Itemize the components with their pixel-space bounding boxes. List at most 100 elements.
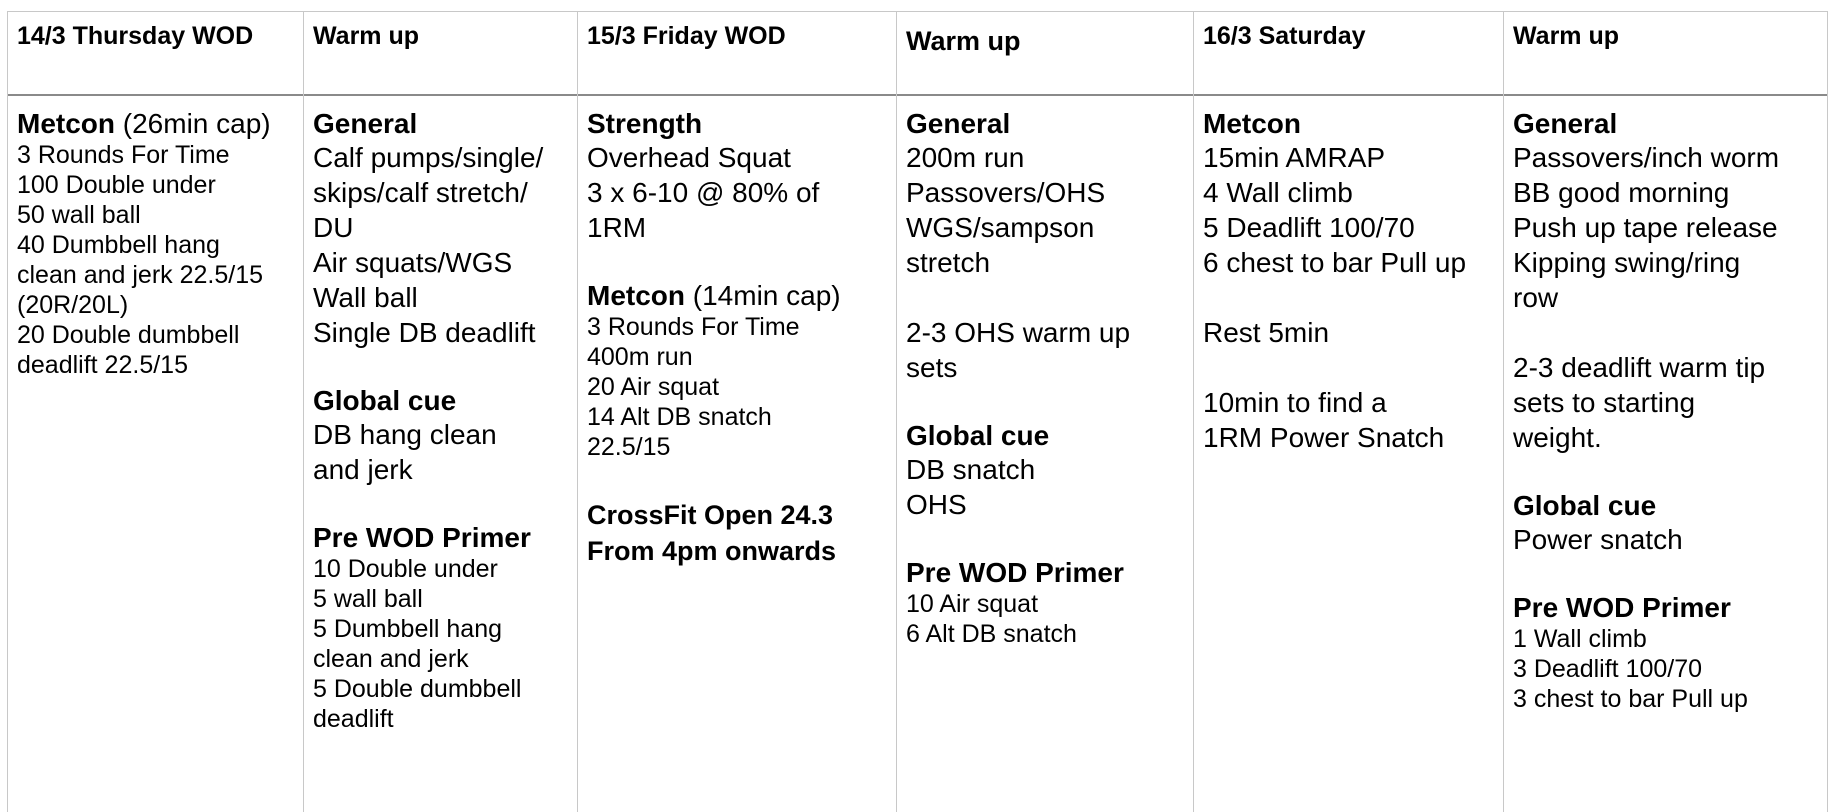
exercise-line: Wall ball bbox=[313, 282, 418, 313]
section-heading: General bbox=[313, 108, 577, 140]
section-title: General bbox=[1513, 108, 1618, 139]
exercise-line: weight. bbox=[1513, 422, 1602, 453]
section-heading: Pre WOD Primer bbox=[313, 522, 577, 554]
workout-section: Pre WOD Primer 1 Wall climb 3 Deadlift 100… bbox=[1513, 592, 1827, 714]
exercise-line: 400m run bbox=[587, 343, 693, 371]
exercise-line: Power snatch bbox=[1513, 524, 1683, 555]
exercise-line: Single DB deadlift bbox=[313, 317, 536, 348]
exercise-line: 15min AMRAP bbox=[1203, 142, 1386, 173]
exercise-line: 5 Double dumbbell bbox=[313, 675, 522, 703]
column-body: Strength Overhead Squat 3 x 6-10 @ 80% of 1… bbox=[578, 108, 896, 604]
exercise-line: 1RM bbox=[587, 212, 647, 243]
exercise-line: 3 chest to bar Pull up bbox=[1513, 685, 1748, 713]
workout-section: General 200m run Passovers/OHS WGS/sampson s… bbox=[906, 108, 1193, 280]
exercise-line: row bbox=[1513, 282, 1559, 313]
exercise-line: 5 Dumbbell hang bbox=[313, 615, 503, 643]
section-heading: Global cue bbox=[1513, 490, 1827, 522]
section-title: Metcon bbox=[17, 108, 115, 139]
exercise-line: 2-3 deadlift warm tip bbox=[1513, 352, 1766, 383]
exercise-line: Push up tape release bbox=[1513, 212, 1778, 243]
workout-section: General Passovers/inch worm BB good mornin… bbox=[1513, 108, 1827, 315]
exercise-line: Rest 5min bbox=[1203, 317, 1330, 348]
exercise-line: WGS/sampson bbox=[906, 212, 1095, 243]
table-column: 15/3 Friday WOD Strength Overhead Squat 3 x… bbox=[578, 12, 897, 812]
section-title: Pre WOD Primer bbox=[906, 557, 1124, 588]
exercise-line: 6 chest to bar Pull up bbox=[1203, 247, 1467, 278]
section-note: (26min cap) bbox=[115, 108, 271, 139]
exercise-line: clean and jerk 22.5/15 bbox=[17, 261, 264, 289]
exercise-line: 3 x 6-10 @ 80% of bbox=[587, 177, 820, 208]
column-header: Warm up bbox=[897, 12, 1193, 96]
exercise-line: Air squats/WGS bbox=[313, 247, 513, 278]
column-header: 14/3 Thursday WOD bbox=[8, 12, 303, 96]
exercise-line: 10min to find a bbox=[1203, 387, 1387, 418]
exercise-line: 3 Rounds For Time bbox=[17, 141, 230, 169]
exercise-line: Calf pumps/single/ bbox=[313, 142, 544, 173]
section-heading: Global cue bbox=[313, 385, 577, 417]
exercise-line: Passovers/inch worm bbox=[1513, 142, 1780, 173]
column-header: Warm up bbox=[1504, 12, 1827, 96]
exercise-line: 200m run bbox=[906, 142, 1025, 173]
section-title: Strength bbox=[587, 108, 703, 139]
table-column: 16/3 Saturday Metcon 15min AMRAP 4 Wall cli… bbox=[1194, 12, 1504, 812]
exercise-line: 3 Deadlift 100/70 bbox=[1513, 655, 1703, 683]
section-title: Global cue bbox=[1513, 490, 1657, 521]
table-column: 14/3 Thursday WOD Metcon (26min cap) 3 Rou… bbox=[8, 12, 304, 812]
table-column: Warm up General Calf pumps/single/skips/ca… bbox=[304, 12, 578, 812]
workout-section: Metcon 15min AMRAP 4 Wall climb 5 Deadlift … bbox=[1203, 108, 1503, 280]
exercise-line: 50 wall ball bbox=[17, 201, 141, 229]
section-heading: Metcon (26min cap) bbox=[17, 108, 303, 140]
exercise-line: OHS bbox=[906, 489, 967, 520]
table-column: Warm up General 200m run Passovers/OHS WGS/s… bbox=[897, 12, 1194, 812]
exercise-line: DB snatch bbox=[906, 454, 1036, 485]
column-body: General Calf pumps/single/skips/calf stre… bbox=[304, 108, 577, 769]
exercise-line: Kipping swing/ring bbox=[1513, 247, 1741, 278]
workout-section: Rest 5min bbox=[1203, 315, 1503, 350]
exercise-line: 100 Double under bbox=[17, 171, 216, 199]
column-header: 16/3 Saturday bbox=[1194, 12, 1503, 96]
exercise-line: 20 Air squat bbox=[587, 373, 720, 401]
section-title: Global cue bbox=[313, 385, 457, 416]
workout-section: Global cue DB snatch OHS bbox=[906, 420, 1193, 522]
exercise-line: deadlift bbox=[313, 705, 394, 733]
exercise-line: 40 Dumbbell hang bbox=[17, 231, 220, 259]
exercise-line: 10 Double under bbox=[313, 555, 498, 583]
workout-section: Metcon (14min cap) 3 Rounds For Time 400m … bbox=[587, 280, 896, 462]
exercise-line: deadlift 22.5/15 bbox=[17, 351, 188, 379]
section-title: General bbox=[313, 108, 418, 139]
exercise-line: (20R/20L) bbox=[17, 291, 129, 319]
exercise-line: Passovers/OHS bbox=[906, 177, 1106, 208]
exercise-line: BB good morning bbox=[1513, 177, 1730, 208]
exercise-line: sets to starting bbox=[1513, 387, 1696, 418]
section-heading: Metcon bbox=[1203, 108, 1503, 140]
exercise-line: 6 Alt DB snatch bbox=[906, 620, 1077, 648]
workout-section: CrossFit Open 24.3 From 4pm onwards bbox=[587, 497, 896, 569]
exercise-line: 14 Alt DB snatch bbox=[587, 403, 772, 431]
workout-section: Strength Overhead Squat 3 x 6-10 @ 80% of 1… bbox=[587, 108, 896, 245]
exercise-line: From 4pm onwards bbox=[587, 536, 837, 566]
exercise-line: 1RM Power Snatch bbox=[1203, 422, 1445, 453]
exercise-line: 22.5/15 bbox=[587, 433, 671, 461]
workout-section: 2-3 deadlift warm tip sets to starting wei… bbox=[1513, 350, 1827, 455]
workout-section: Global cue DB hang clean and jerk bbox=[313, 385, 577, 487]
exercise-line: 1 Wall climb bbox=[1513, 625, 1647, 653]
workout-section: 2-3 OHS warm up sets bbox=[906, 315, 1193, 385]
section-title: General bbox=[906, 108, 1011, 139]
exercise-line: 4 Wall climb bbox=[1203, 177, 1353, 208]
section-title: Pre WOD Primer bbox=[313, 522, 531, 553]
column-header: Warm up bbox=[304, 12, 577, 96]
section-title: Metcon bbox=[1203, 108, 1301, 139]
exercise-line: CrossFit Open 24.3 bbox=[587, 500, 834, 530]
exercise-line: clean and jerk bbox=[313, 645, 469, 673]
workout-section: 10min to find a 1RM Power Snatch bbox=[1203, 385, 1503, 455]
column-header: 15/3 Friday WOD bbox=[578, 12, 896, 96]
section-heading: Pre WOD Primer bbox=[906, 557, 1193, 589]
section-note: (14min cap) bbox=[685, 280, 841, 311]
section-heading: General bbox=[906, 108, 1193, 140]
section-heading: Pre WOD Primer bbox=[1513, 592, 1827, 624]
wod-table: 14/3 Thursday WOD Metcon (26min cap) 3 Rou… bbox=[7, 11, 1828, 812]
exercise-line: Overhead Squat bbox=[587, 142, 791, 173]
column-body: Metcon 15min AMRAP 4 Wall climb 5 Deadlift … bbox=[1194, 108, 1503, 490]
exercise-line: and jerk bbox=[313, 454, 413, 485]
column-body: Metcon (26min cap) 3 Rounds For Time 100 D… bbox=[8, 108, 303, 415]
